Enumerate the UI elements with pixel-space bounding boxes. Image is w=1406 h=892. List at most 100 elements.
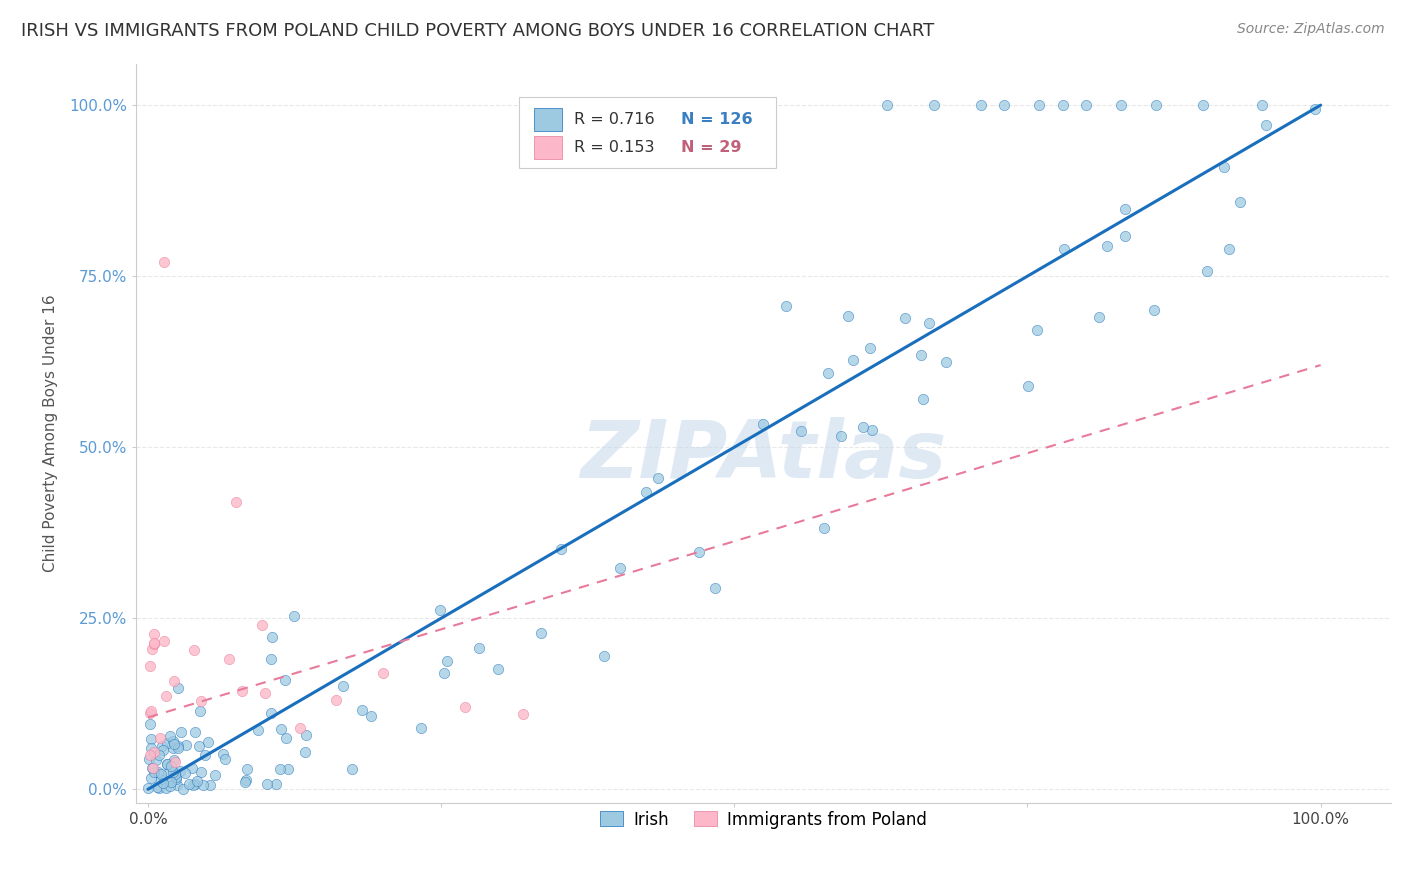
- Point: [512, 706, 534, 721]
- Point: [254, 686, 277, 700]
- Point: [155, 689, 177, 703]
- Point: [143, 636, 166, 650]
- Point: [550, 541, 572, 556]
- Point: [1111, 98, 1133, 112]
- Point: [198, 779, 221, 793]
- Point: [409, 722, 432, 736]
- Point: [993, 98, 1015, 112]
- Point: [193, 778, 215, 792]
- Point: [163, 767, 186, 781]
- Point: [1028, 98, 1050, 112]
- Point: [167, 740, 190, 755]
- Point: [136, 781, 159, 796]
- Point: [162, 765, 184, 780]
- Point: [1017, 379, 1039, 393]
- Text: R = 0.153: R = 0.153: [574, 140, 665, 155]
- Point: [1143, 302, 1166, 317]
- Text: IRISH VS IMMIGRANTS FROM POLAND CHILD POVERTY AMONG BOYS UNDER 16 CORRELATION CH: IRISH VS IMMIGRANTS FROM POLAND CHILD PO…: [21, 22, 935, 40]
- Point: [429, 603, 451, 617]
- Point: [172, 782, 194, 797]
- Point: [159, 779, 181, 793]
- Point: [141, 641, 163, 656]
- FancyBboxPatch shape: [534, 136, 561, 159]
- Point: [332, 680, 354, 694]
- Point: [173, 766, 195, 780]
- Point: [837, 310, 859, 324]
- Point: [270, 722, 292, 736]
- Point: [647, 470, 669, 484]
- FancyBboxPatch shape: [519, 97, 776, 168]
- Point: [775, 299, 797, 313]
- Point: [233, 775, 256, 789]
- Point: [969, 98, 991, 112]
- Point: [139, 716, 162, 731]
- Point: [141, 705, 163, 719]
- Point: [1146, 98, 1168, 112]
- Point: [183, 643, 205, 657]
- Point: [1192, 98, 1215, 112]
- Point: [1025, 323, 1047, 337]
- Point: [162, 734, 184, 748]
- Point: [252, 618, 274, 632]
- Point: [169, 725, 191, 739]
- Point: [1052, 98, 1074, 112]
- Text: R = 0.716: R = 0.716: [574, 112, 665, 127]
- Point: [325, 693, 347, 707]
- Legend: Irish, Immigrants from Poland: Irish, Immigrants from Poland: [593, 804, 934, 835]
- Point: [194, 747, 217, 762]
- Point: [174, 738, 197, 752]
- FancyBboxPatch shape: [534, 109, 561, 130]
- Point: [183, 777, 205, 791]
- Text: N = 29: N = 29: [681, 140, 741, 155]
- Point: [453, 700, 475, 714]
- Point: [181, 761, 204, 775]
- Point: [1197, 264, 1219, 278]
- Point: [188, 705, 211, 719]
- Point: [139, 741, 162, 756]
- Point: [852, 419, 875, 434]
- Point: [167, 681, 190, 695]
- Point: [149, 772, 172, 786]
- Point: [876, 98, 898, 112]
- Point: [433, 665, 456, 680]
- Point: [155, 780, 177, 795]
- Point: [142, 637, 165, 651]
- Point: [179, 777, 201, 791]
- Point: [1114, 202, 1136, 216]
- Point: [264, 777, 287, 791]
- Point: [703, 581, 725, 595]
- Point: [830, 428, 852, 442]
- Point: [235, 773, 257, 788]
- Point: [139, 771, 162, 785]
- Point: [156, 766, 179, 780]
- Point: [149, 731, 172, 745]
- Point: [1229, 195, 1251, 210]
- Point: [204, 767, 226, 781]
- Point: [138, 751, 160, 765]
- Point: [340, 762, 363, 776]
- Point: [142, 761, 165, 775]
- Point: [260, 706, 283, 720]
- Point: [468, 641, 491, 656]
- Point: [156, 756, 179, 771]
- Point: [159, 729, 181, 743]
- Point: [269, 762, 291, 776]
- Point: [294, 745, 316, 759]
- Point: [918, 316, 941, 330]
- Point: [139, 747, 162, 762]
- Point: [256, 777, 278, 791]
- Point: [371, 665, 394, 680]
- Point: [634, 484, 657, 499]
- Point: [211, 747, 233, 761]
- Point: [894, 311, 917, 326]
- Point: [274, 731, 297, 746]
- Point: [813, 521, 835, 535]
- Point: [231, 684, 253, 698]
- Point: [190, 694, 212, 708]
- Point: [1097, 239, 1119, 253]
- Point: [817, 366, 839, 380]
- Point: [1218, 242, 1240, 256]
- Point: [197, 735, 219, 749]
- Point: [262, 630, 284, 644]
- Point: [148, 781, 170, 796]
